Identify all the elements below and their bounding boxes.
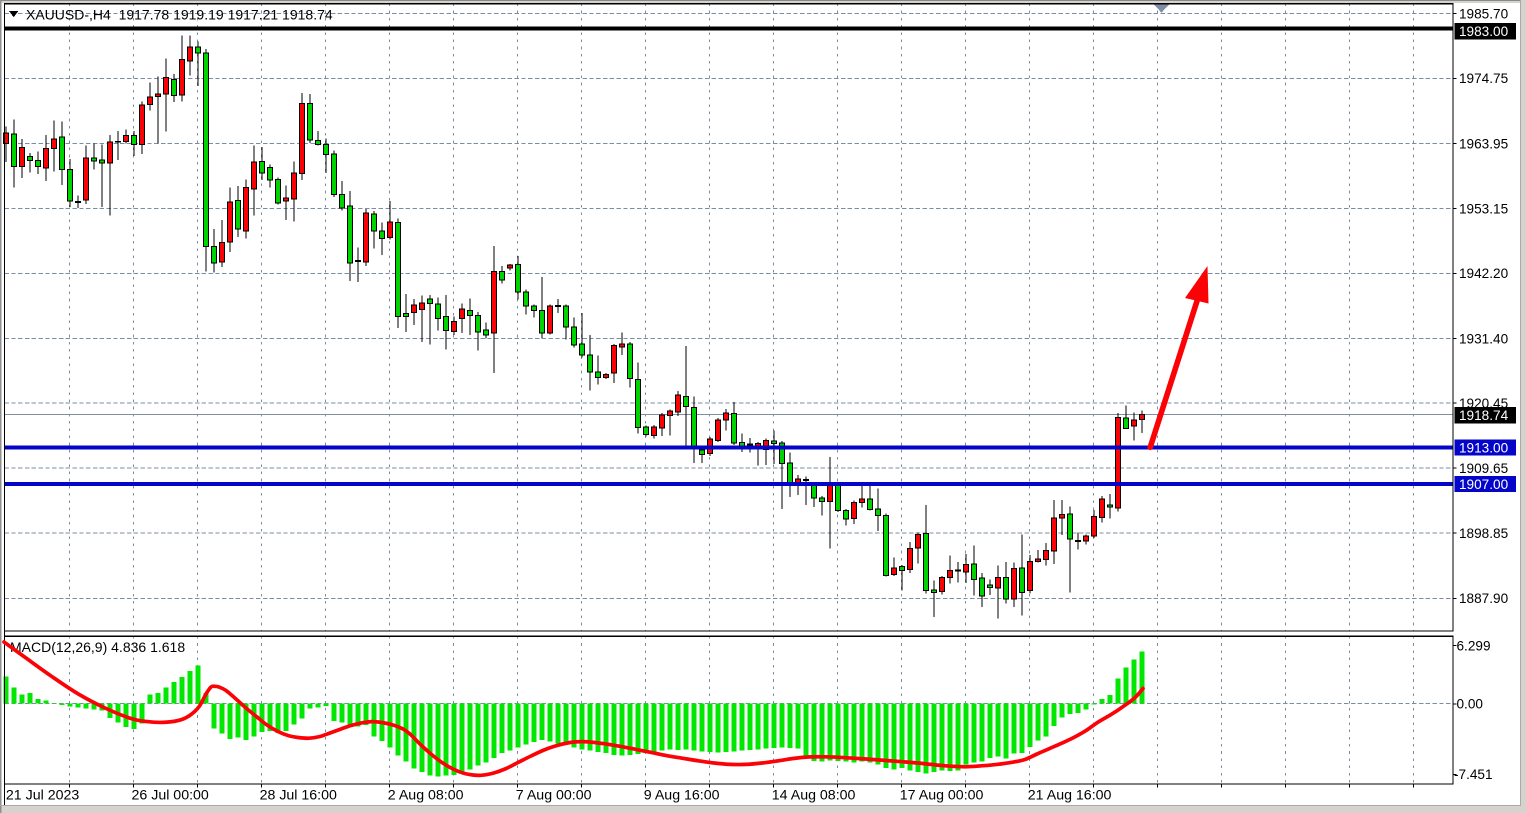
svg-text:1913.00: 1913.00 bbox=[1459, 440, 1509, 455]
svg-text:1918.74: 1918.74 bbox=[1459, 408, 1509, 423]
svg-text:1983.00: 1983.00 bbox=[1459, 24, 1509, 39]
svg-text:28 Jul 16:00: 28 Jul 16:00 bbox=[260, 788, 337, 804]
svg-text:1907.00: 1907.00 bbox=[1459, 477, 1509, 492]
svg-text:17 Aug 00:00: 17 Aug 00:00 bbox=[900, 788, 984, 804]
svg-text:9 Aug 16:00: 9 Aug 16:00 bbox=[644, 788, 720, 804]
svg-text:1953.15: 1953.15 bbox=[1459, 201, 1508, 216]
svg-text:0.00: 0.00 bbox=[1457, 697, 1484, 712]
svg-text:6.299: 6.299 bbox=[1457, 638, 1491, 653]
svg-text:1931.40: 1931.40 bbox=[1459, 331, 1509, 346]
svg-text:MACD(12,26,9) 4.836 1.618: MACD(12,26,9) 4.836 1.618 bbox=[10, 639, 185, 655]
svg-text:21 Aug 16:00: 21 Aug 16:00 bbox=[1028, 788, 1112, 804]
svg-text:1942.20: 1942.20 bbox=[1459, 266, 1509, 281]
svg-text:XAUUSD-,H4 1917.78 1919.19 19: XAUUSD-,H4 1917.78 1919.19 1917.21 1918.… bbox=[26, 7, 333, 23]
svg-text:21 Jul 2023: 21 Jul 2023 bbox=[6, 788, 79, 804]
svg-text:1898.85: 1898.85 bbox=[1459, 526, 1508, 541]
svg-text:1985.70: 1985.70 bbox=[1459, 6, 1509, 21]
svg-text:1974.75: 1974.75 bbox=[1459, 71, 1508, 86]
svg-text:-7.451: -7.451 bbox=[1454, 767, 1493, 782]
svg-text:7 Aug 00:00: 7 Aug 00:00 bbox=[516, 788, 592, 804]
svg-text:26 Jul 00:00: 26 Jul 00:00 bbox=[132, 788, 209, 804]
svg-text:1887.90: 1887.90 bbox=[1459, 591, 1509, 606]
svg-text:14 Aug 08:00: 14 Aug 08:00 bbox=[772, 788, 856, 804]
svg-text:1909.65: 1909.65 bbox=[1459, 461, 1508, 476]
svg-text:1963.95: 1963.95 bbox=[1459, 136, 1508, 151]
svg-text:2 Aug 08:00: 2 Aug 08:00 bbox=[388, 788, 464, 804]
